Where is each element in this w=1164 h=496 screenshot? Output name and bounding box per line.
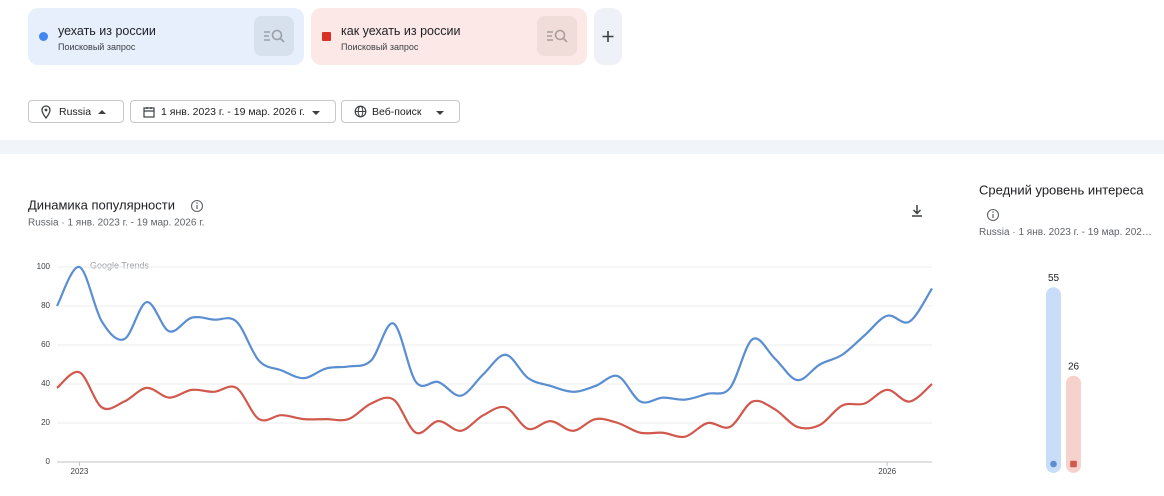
bar [1066,375,1081,473]
query-dot [39,32,48,41]
plus-icon [602,31,614,42]
watermark: Google Trends [90,260,150,270]
filter-label: 1 янв. 2023 г. - 19 мар. 2026 г. [161,105,305,118]
info-icon [986,208,1000,222]
query-name: как уехать из россии [341,24,461,38]
section-divider [0,140,1164,154]
icon [547,29,568,43]
query-chip[interactable]: как уехать из россии Поисковый запрос [311,8,587,65]
search-icon[interactable] [254,16,294,56]
y-tick-label: 100 [37,262,51,271]
chart-subtitle: Russia · 1 янв. 2023 г. - 19 мар. 2026 г… [979,227,1155,238]
series-marker [1050,460,1057,468]
query-name: уехать из россии [58,24,156,38]
query-chip[interactable]: уехать из россии Поисковый запрос [28,8,304,65]
chart-subtitle: Russia · 1 янв. 2023 г. - 19 мар. 2026 г… [28,218,204,229]
globe-icon [354,105,367,118]
chart-title: Средний уровень интереса [979,182,1144,197]
chart-title: Динамика популярности [28,197,175,212]
region-filter[interactable]: Russia [28,100,124,123]
pin-icon [41,105,51,119]
series-line [56,370,933,439]
y-tick-label: 20 [41,418,50,427]
x-tick-label: 2023 [71,467,89,476]
value-label: 26 [1068,361,1080,372]
y-tick-label: 60 [41,340,50,349]
value-label: 55 [1048,273,1060,284]
icon [264,29,285,43]
filter-label: Веб-поиск [372,105,422,118]
download-icon [912,205,922,217]
caret [312,111,320,115]
info-icon [190,199,204,213]
bar [1046,287,1061,473]
y-tick-label: 80 [41,301,50,310]
y-tick-label: 0 [46,457,51,466]
caret [436,111,444,115]
calendar-icon [143,107,155,118]
property-filter[interactable]: Веб-поиск [341,100,460,123]
caret [98,110,106,114]
query-dot [322,32,331,41]
series-marker [1070,460,1077,468]
add-query-button[interactable] [594,8,622,65]
series-line [56,265,933,404]
query-subtitle: Поисковый запрос [58,42,136,52]
period-filter[interactable]: 1 янв. 2023 г. - 19 мар. 2026 г. [130,100,336,123]
filter-label: Russia [59,105,92,118]
x-tick-label: 2026 [878,467,896,476]
y-tick-label: 40 [41,379,50,388]
query-subtitle: Поисковый запрос [341,42,419,52]
search-icon[interactable] [537,16,577,56]
